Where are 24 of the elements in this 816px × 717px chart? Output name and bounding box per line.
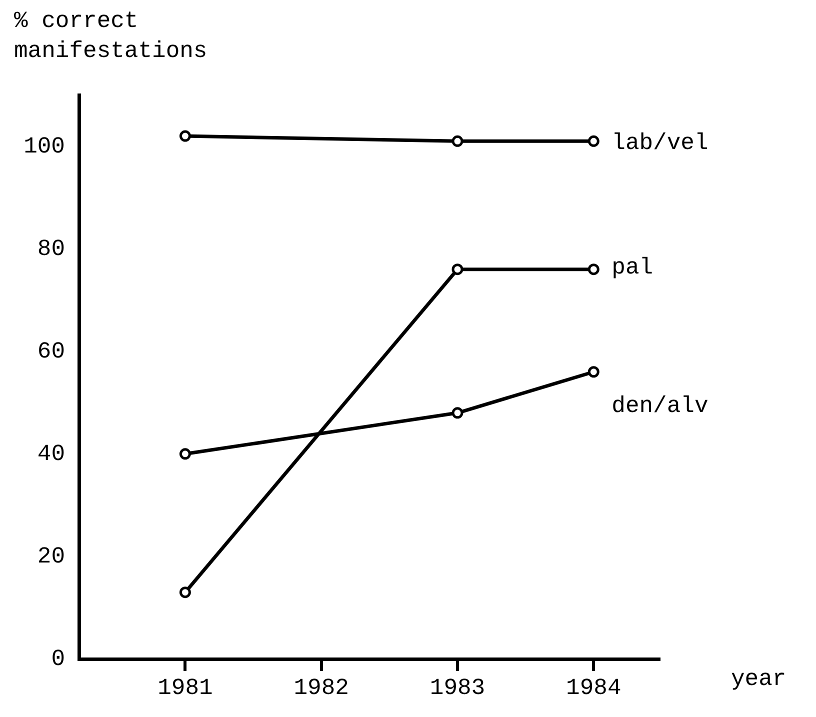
point [452,407,464,419]
y-tick-label: 80 [37,236,65,262]
y-tick-label: 0 [51,646,65,672]
point [588,135,600,147]
point [179,586,191,598]
x-tick-label: 1984 [566,674,622,701]
point [179,448,191,460]
point [588,264,600,276]
point [452,264,464,276]
y-tick-label: 60 [37,338,65,364]
point [588,366,600,378]
y-tick-label: 20 [37,544,65,570]
y-tick-label: 40 [37,441,65,468]
y-axis-title: % correct manifestations [14,7,208,66]
x-tick-label: 1982 [294,674,349,701]
y-tick-label: 100 [24,133,65,160]
x-tick-label: 1983 [430,674,486,701]
series-label: pal [612,254,654,280]
point [179,130,191,142]
x-tick-label: 1981 [158,674,213,701]
series-label: den/alv [612,392,708,419]
point [452,135,464,147]
x-axis-title: year [731,666,786,692]
series-label: lab/vel [612,130,708,156]
